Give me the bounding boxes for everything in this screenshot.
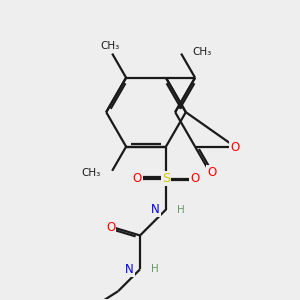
Text: N: N bbox=[125, 263, 134, 276]
Text: O: O bbox=[106, 221, 115, 234]
Text: O: O bbox=[230, 141, 239, 154]
Text: O: O bbox=[207, 166, 217, 179]
Text: CH₃: CH₃ bbox=[192, 46, 212, 57]
Text: H: H bbox=[177, 205, 185, 214]
Text: N: N bbox=[151, 203, 160, 216]
Text: H: H bbox=[151, 264, 159, 274]
Text: CH₃: CH₃ bbox=[82, 168, 101, 178]
Text: O: O bbox=[190, 172, 199, 185]
Text: CH₃: CH₃ bbox=[100, 40, 120, 51]
Text: O: O bbox=[133, 172, 142, 185]
Text: S: S bbox=[162, 172, 170, 185]
